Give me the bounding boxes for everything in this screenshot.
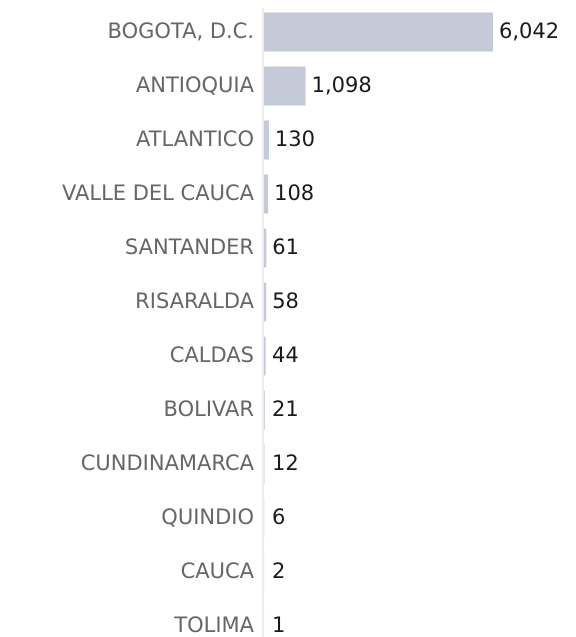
category-label: BOGOTA, D.C.: [108, 19, 254, 43]
value-label: 130: [275, 127, 315, 151]
category-label: CALDAS: [170, 343, 254, 367]
category-label: RISARALDA: [135, 289, 254, 313]
value-label: 6: [272, 505, 285, 529]
category-label: QUINDIO: [161, 505, 254, 529]
value-label: 108: [274, 181, 314, 205]
category-label: TOLIMA: [173, 613, 254, 637]
bar: [264, 66, 306, 106]
bar: [264, 174, 269, 214]
value-label: 61: [272, 235, 299, 259]
category-label: CAUCA: [181, 559, 255, 583]
value-label: 21: [272, 397, 299, 421]
value-label: 58: [272, 289, 299, 313]
bar: [264, 12, 493, 52]
value-label: 1,098: [312, 73, 372, 97]
category-label: VALLE DEL CAUCA: [62, 181, 255, 205]
bar: [264, 120, 269, 160]
value-label: 2: [272, 559, 285, 583]
category-label: SANTANDER: [125, 235, 254, 259]
value-label: 6,042: [499, 19, 559, 43]
value-label: 1: [272, 613, 285, 637]
bar: [264, 336, 266, 376]
value-label: 12: [272, 451, 299, 475]
value-label: 44: [272, 343, 299, 367]
category-label: BOLIVAR: [164, 397, 254, 421]
category-label: ATLANTICO: [136, 127, 254, 151]
bar: [264, 228, 267, 268]
category-label: ANTIOQUIA: [136, 73, 255, 97]
bar: [264, 390, 265, 430]
category-label: CUNDINAMARCA: [81, 451, 255, 475]
bar: [264, 282, 267, 322]
